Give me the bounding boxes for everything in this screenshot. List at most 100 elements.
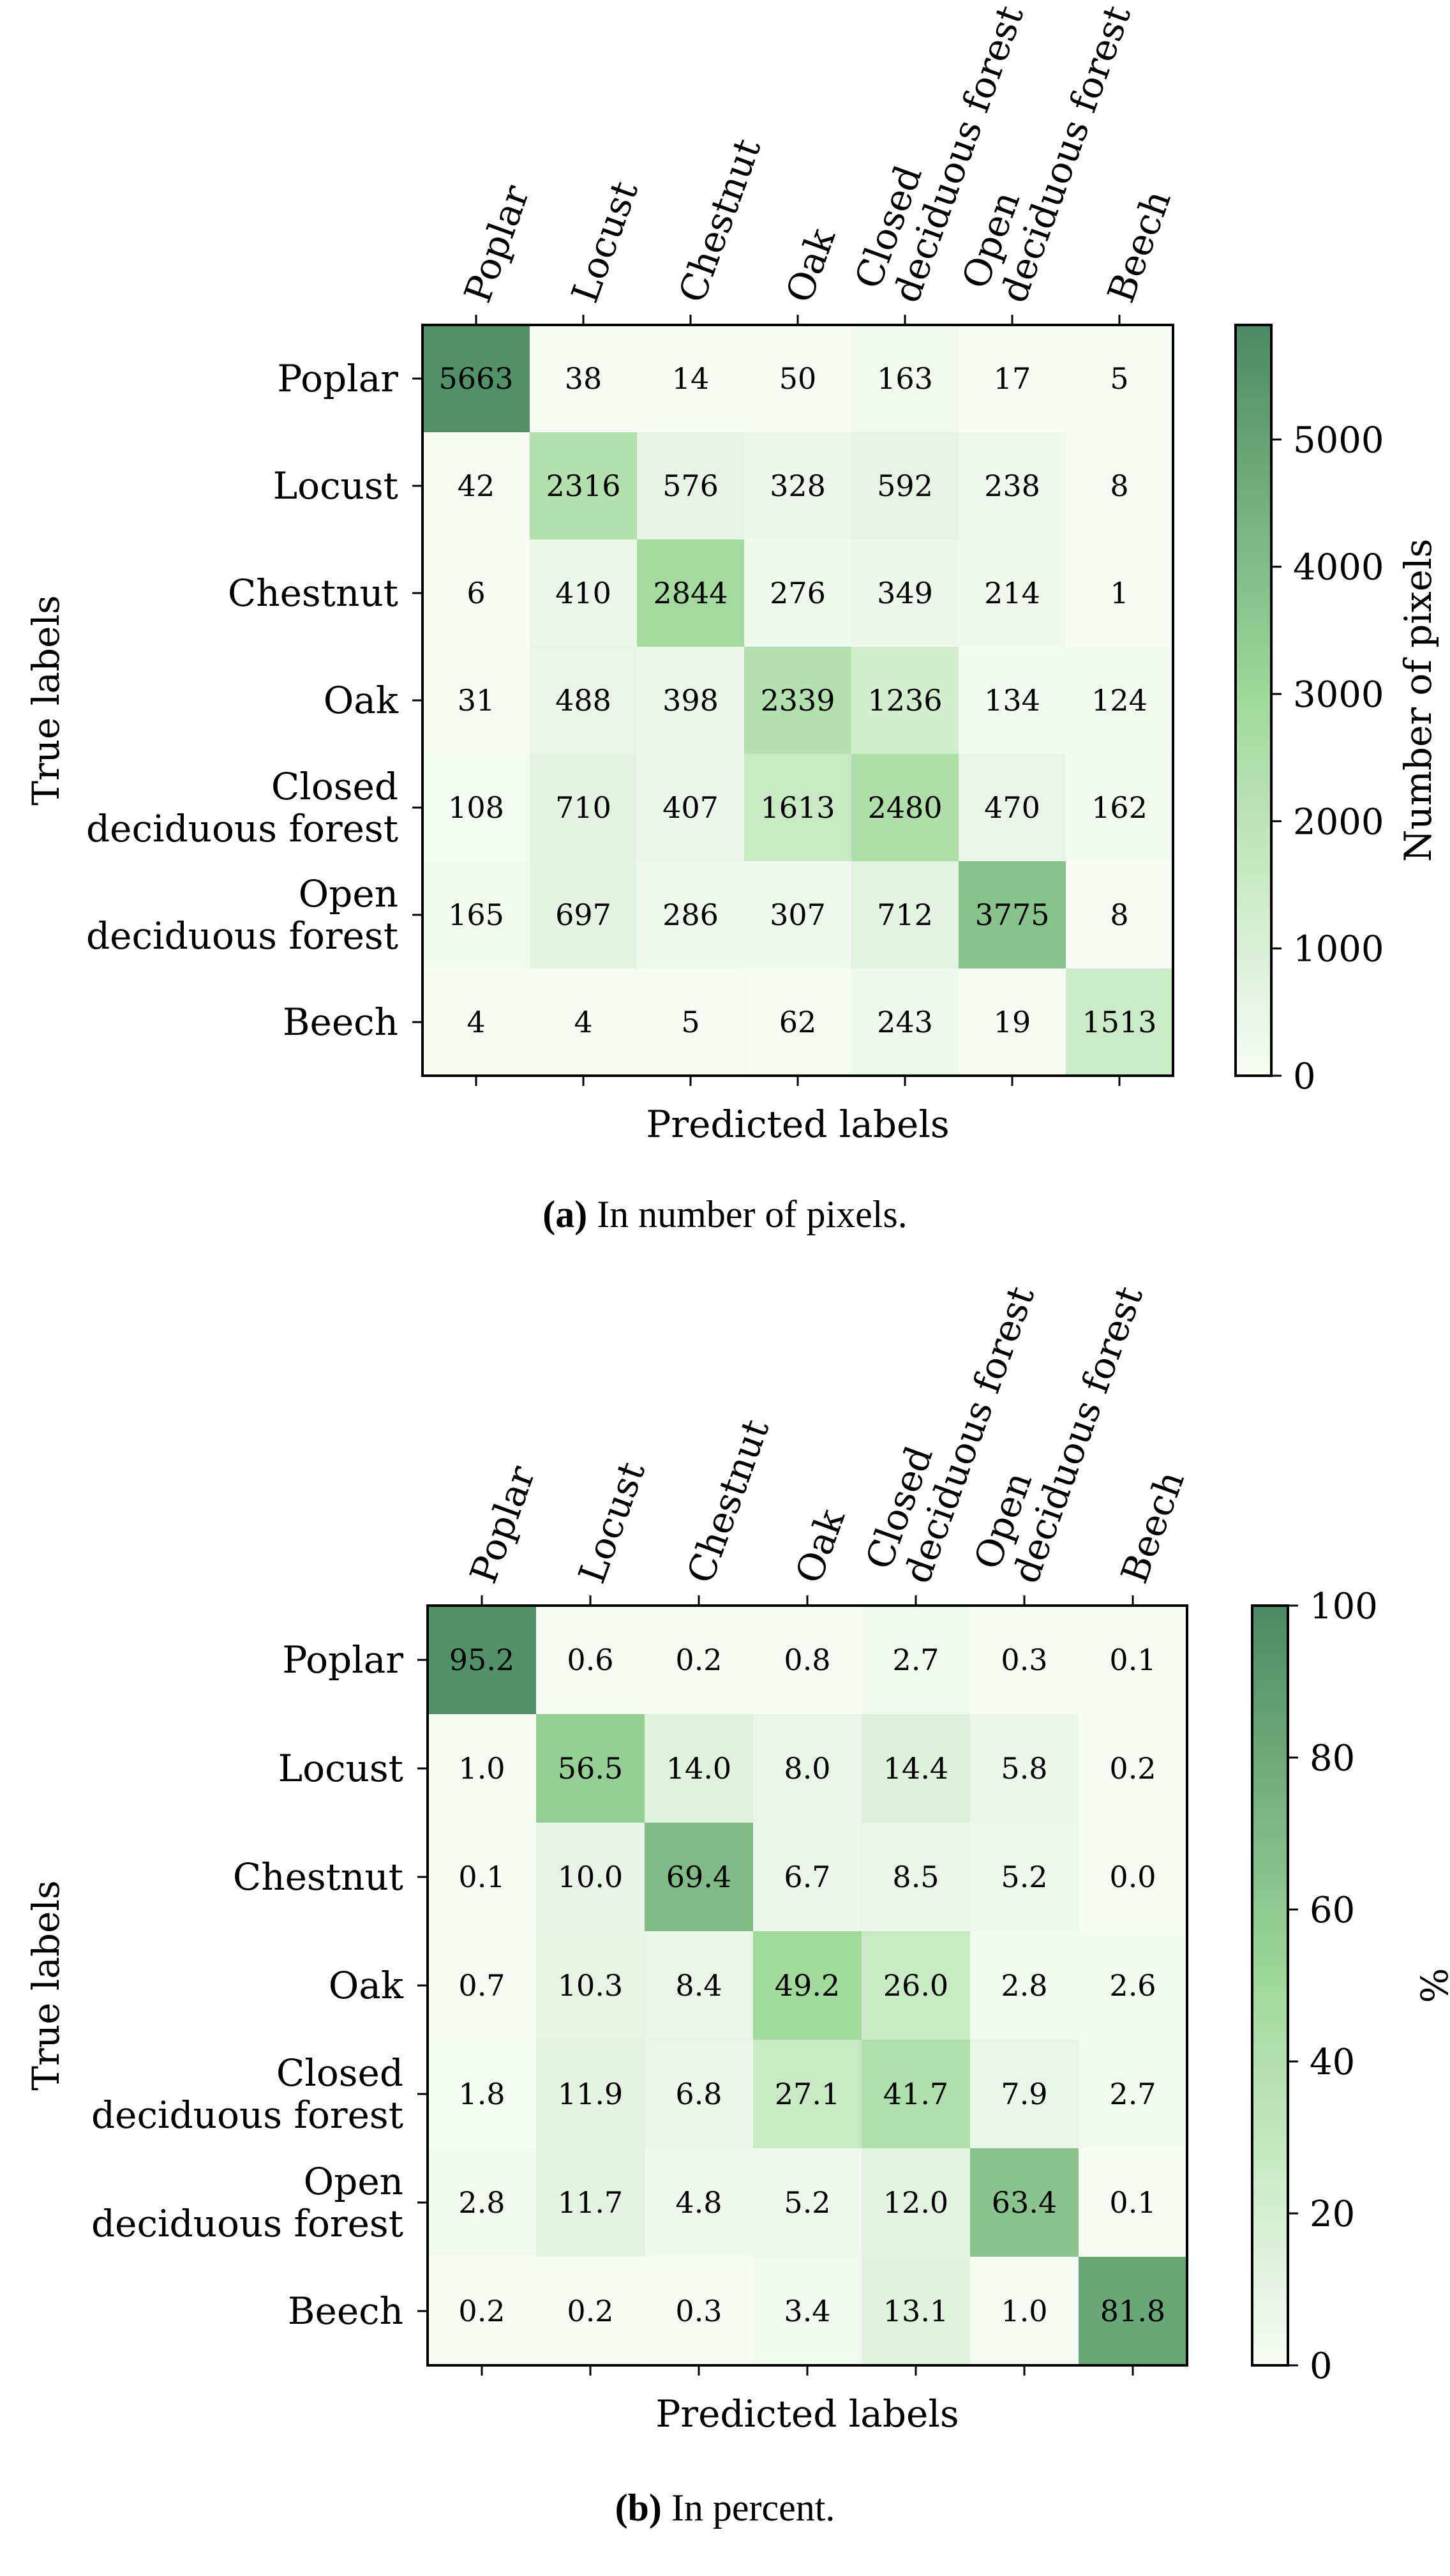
row-label: Open: [299, 872, 398, 915]
cell-value-label: 349: [877, 576, 933, 610]
heatmap-cell: [536, 1714, 645, 1823]
colorbar-tick-label: 0: [1293, 1056, 1316, 1097]
cell-value-label: 0.2: [567, 2294, 613, 2328]
cell-value-label: 410: [555, 576, 611, 610]
heatmap-cell: [753, 1823, 862, 1931]
heatmap-cell: [536, 1606, 645, 1714]
heatmap-cell: [970, 1931, 1079, 2040]
cell-value-label: 0.1: [1109, 2185, 1156, 2220]
cell-value-label: 307: [770, 898, 826, 932]
cell-value-label: 1.8: [458, 2077, 505, 2111]
cell-value-label: 5.8: [1001, 1751, 1047, 1786]
heatmap-cell: [530, 325, 637, 432]
column-label: Locust: [563, 176, 647, 308]
caption-text: In number of pixels.: [597, 1193, 908, 1235]
column-label-line: Chestnut: [678, 1413, 777, 1588]
heatmap-cell: [970, 1823, 1079, 1931]
cell-value-label: 712: [877, 898, 933, 932]
cell-value-label: 0.1: [1109, 1643, 1156, 1677]
heatmap-cell: [1066, 754, 1173, 861]
heatmap-cell: [428, 1714, 536, 1823]
heatmap-cell: [1066, 647, 1173, 754]
cell-value-label: 1: [1110, 576, 1128, 610]
heatmap-cell: [851, 539, 959, 647]
heatmap-cell: [1079, 1714, 1187, 1823]
heatmap-cell: [645, 1714, 753, 1823]
cell-value-label: 4: [467, 1005, 485, 1039]
cell-value-label: 2316: [546, 469, 620, 503]
heatmap-cell: [637, 754, 744, 861]
cell-value-label: 710: [555, 790, 611, 825]
row-label: Oak: [329, 1964, 404, 2007]
cell-value-label: 49.2: [775, 1968, 840, 2003]
column-label: Oak: [787, 1503, 853, 1588]
cell-value-label: 0.2: [458, 2294, 505, 2328]
cell-value-label: 8.0: [784, 1751, 830, 1786]
heatmap-cell: [645, 2148, 753, 2257]
column-label: Chestnut: [678, 1413, 777, 1588]
heatmap-cell: [530, 647, 637, 754]
cell-value-label: 6: [467, 576, 485, 610]
cell-value-label: 0.3: [1001, 1643, 1047, 1677]
heatmap-cell: [959, 968, 1066, 1076]
heatmap-cell: [753, 2148, 862, 2257]
heatmap-cell: [862, 1823, 970, 1931]
heatmap-cell: [1079, 1606, 1187, 1714]
heatmap-cell: [862, 1606, 970, 1714]
row-label: Oak: [324, 679, 399, 722]
cell-value-label: 2844: [653, 576, 728, 610]
heatmap-cell: [744, 432, 851, 539]
row-label: deciduous forest: [91, 2202, 403, 2245]
heatmap-cell: [530, 754, 637, 861]
heatmap-cell: [862, 2148, 970, 2257]
caption-text: In percent.: [671, 2487, 835, 2529]
cell-value-label: 1.0: [1001, 2294, 1047, 2328]
cell-value-label: 5: [681, 1005, 699, 1039]
colorbar-tick-label: 1000: [1293, 929, 1384, 970]
heatmap-cell: [851, 325, 959, 432]
heatmap-cell: [753, 1931, 862, 2040]
heatmap-cell: [536, 1931, 645, 2040]
heatmap-cell: [428, 2040, 536, 2148]
colorbar-tick-label: 100: [1310, 1586, 1378, 1627]
cell-value-label: 14.4: [883, 1751, 948, 1786]
column-label-line: Beech: [1099, 185, 1179, 308]
heatmap-cell: [753, 1714, 862, 1823]
column-label: Poplar: [456, 179, 538, 308]
cell-value-label: 38: [565, 361, 602, 396]
cell-value-label: 8: [1110, 469, 1128, 503]
cell-value-label: 42: [458, 469, 495, 503]
cell-value-label: 328: [770, 469, 826, 503]
cell-value-label: 62: [779, 1005, 817, 1039]
heatmap-cell: [959, 539, 1066, 647]
row-label: Locust: [273, 464, 398, 508]
figure-caption: (b) In percent.: [615, 2487, 835, 2529]
heatmap-cell: [637, 325, 744, 432]
cell-value-label: 1.0: [458, 1751, 505, 1786]
column-label-line: Oak: [777, 222, 844, 308]
colorbar-tick-label: 3000: [1293, 674, 1384, 716]
cell-value-label: 5.2: [784, 2185, 830, 2220]
colorbar-tick-label: 20: [1310, 2194, 1355, 2235]
column-label-line: Poplar: [461, 1460, 544, 1589]
column-label-line: Oak: [787, 1503, 853, 1588]
heatmap-cell: [744, 325, 851, 432]
cell-value-label: 134: [984, 683, 1040, 718]
confusion-matrix-a: 5663 38 14 50 163 17 542 2316 576 328 592 238 86 410 2…: [24, 0, 1440, 1235]
cell-value-label: 2.8: [458, 2185, 505, 2220]
x-axis-title: Predicted labels: [646, 1103, 949, 1146]
cell-value-label: 2.7: [1109, 2077, 1156, 2111]
heatmap-cell: [637, 432, 744, 539]
heatmap-cell: [1066, 968, 1173, 1076]
cell-value-label: 243: [877, 1005, 933, 1039]
heatmap-cell: [851, 647, 959, 754]
heatmap-cell: [422, 754, 530, 861]
column-label: Locust: [570, 1456, 654, 1589]
heatmap-cell: [959, 861, 1066, 968]
heatmap-cell: [959, 754, 1066, 861]
cell-value-label: 19: [994, 1005, 1031, 1039]
column-label: Beech: [1112, 1465, 1193, 1588]
heatmap-cell: [645, 1606, 753, 1714]
cell-value-label: 163: [877, 361, 933, 396]
